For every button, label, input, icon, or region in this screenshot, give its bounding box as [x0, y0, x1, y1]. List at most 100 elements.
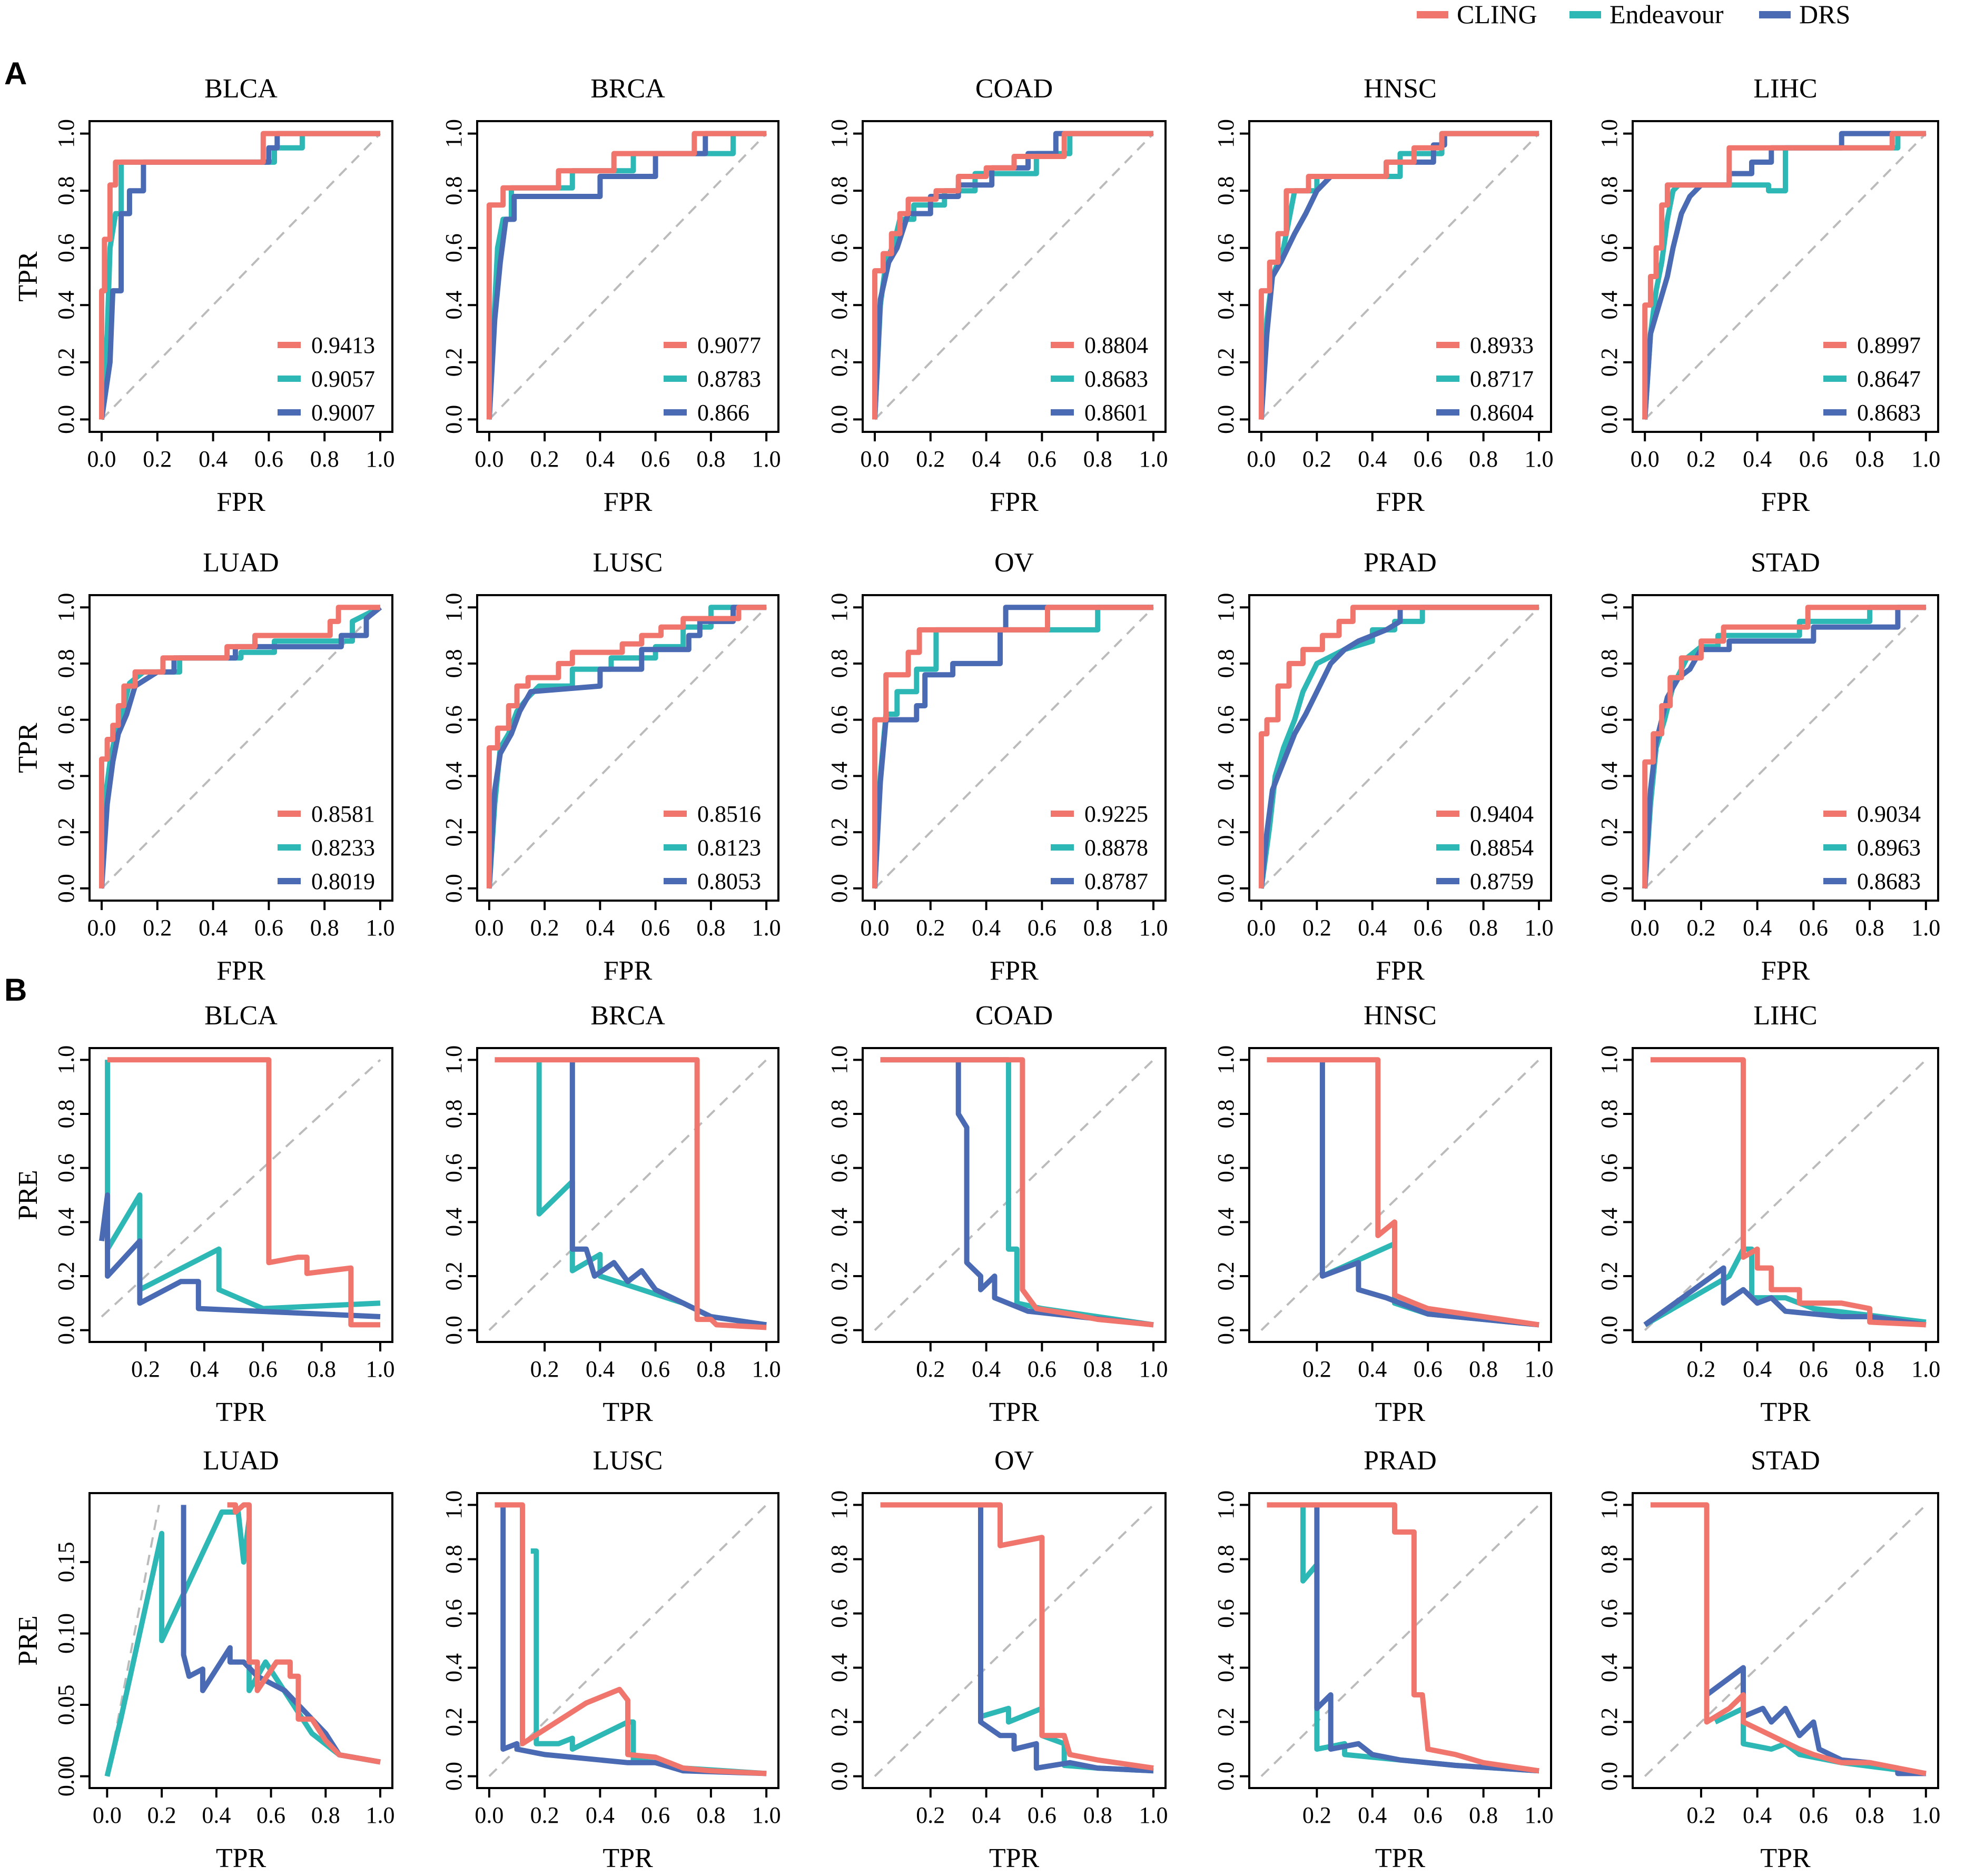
- chart-title: BRCA: [590, 74, 665, 104]
- y-tick-label: 0.2: [53, 348, 79, 377]
- series-line-cling: [495, 1502, 767, 1776]
- y-tick-label: 0.8: [441, 176, 467, 205]
- chart-title: COAD: [975, 74, 1053, 104]
- series-line-endeavour: [530, 1548, 767, 1776]
- x-tick-label: 0.2: [147, 1802, 176, 1828]
- chart-a-lihc: LIHC 0.0 0.2 0.4 0.6 0.8 1.0 FPR 0.0 0.2 0.4 0.6 0.8…: [1596, 74, 1940, 517]
- y-tick-label: 0.8: [1596, 649, 1622, 678]
- series-line-cling: [1650, 1502, 1927, 1776]
- chart-b-lihc: LIHC 0.2 0.4 0.6 0.8 1.0 TPR 0.0 0.2 0.4 0.6 0.8 1.0: [1596, 1001, 1940, 1427]
- y-tick-label: 0.0: [826, 1316, 852, 1345]
- y-tick-label: 1.0: [1596, 119, 1622, 148]
- x-tick-label: 0.4: [1743, 915, 1772, 941]
- x-tick-label: 0.2: [1686, 915, 1715, 941]
- x-tick-label: 1.0: [1911, 446, 1940, 472]
- x-tick-label: 0.6: [249, 1356, 278, 1382]
- x-tick-label: 0.4: [972, 446, 1001, 472]
- y-tick-label: 0.2: [53, 818, 79, 847]
- y-tick-label: 0.6: [826, 705, 852, 734]
- series-line-cling: [107, 1057, 380, 1328]
- series-line-drs: [978, 1505, 1154, 1774]
- chart-title: STAD: [1751, 1446, 1820, 1476]
- y-tick-label: 0.0: [441, 1316, 467, 1345]
- y-tick-label: 0.4: [1596, 762, 1622, 791]
- chart-a-lusc: LUSC 0.0 0.2 0.4 0.6 0.8 1.0 FPR 0.0 0.2 0.4 0.6 0.8…: [441, 548, 781, 986]
- x-tick-label: 0.6: [1799, 1356, 1828, 1382]
- diagonal-reference-line: [488, 606, 767, 890]
- x-tick-label: 0.2: [1302, 446, 1331, 472]
- y-tick-label: 0.2: [53, 1262, 79, 1291]
- chart-title: LUSC: [593, 1446, 663, 1476]
- y-tick-label: 0.8: [826, 649, 852, 678]
- plot-frame: [476, 1492, 779, 1789]
- chart-title: PRAD: [1364, 548, 1437, 578]
- diagonal-reference-line: [1260, 1059, 1540, 1331]
- y-tick-label: 0.2: [441, 818, 467, 847]
- x-axis-label: TPR: [989, 1843, 1040, 1873]
- x-tick-label: 0.8: [696, 1802, 725, 1828]
- chart-title: LUSC: [593, 548, 663, 578]
- series-line-cling: [1267, 1502, 1539, 1774]
- y-tick-label: 0.6: [1596, 1599, 1622, 1628]
- y-tick-label: 1.0: [1213, 1045, 1239, 1074]
- x-tick-label: 0.6: [256, 1802, 285, 1828]
- y-tick-label: 0.6: [53, 233, 79, 262]
- x-axis-label: FPR: [1761, 956, 1810, 986]
- y-tick-label: 1.0: [826, 119, 852, 148]
- chart-a-ov: OV 0.0 0.2 0.4 0.6 0.8 1.0 FPR 0.0 0.2 0.4 0.6 0.8 1.…: [826, 548, 1168, 986]
- x-tick-label: 1.0: [1139, 446, 1168, 472]
- x-tick-label: 0.0: [1247, 446, 1276, 472]
- series-line-endeavour: [486, 131, 767, 420]
- x-tick-label: 0.8: [1469, 446, 1498, 472]
- chart-b-lusc: LUSC 0.0 0.2 0.4 0.6 0.8 1.0 TPR 0.0 0.2 0.4 0.6 0.8…: [441, 1446, 781, 1873]
- y-tick-label: 0.4: [826, 1653, 852, 1682]
- y-tick-label: 0.4: [441, 1653, 467, 1682]
- series-line-drs: [99, 605, 382, 889]
- y-axis-label: PRE: [13, 1170, 43, 1220]
- y-tick-label: 0.8: [826, 1099, 852, 1128]
- chart-title: BLCA: [204, 1001, 278, 1031]
- plot-frame: [88, 1492, 393, 1789]
- x-tick-label: 0.0: [861, 915, 890, 941]
- y-tick-label: 0.2: [1213, 1707, 1239, 1736]
- chart-title: LIHC: [1753, 74, 1817, 104]
- y-tick-label: 0.8: [53, 1099, 79, 1128]
- y-tick-label: 1.0: [441, 1490, 467, 1519]
- x-tick-label: 1.0: [366, 1802, 395, 1828]
- auc-value-endeavour: 0.8123: [697, 835, 761, 861]
- x-axis-label: TPR: [216, 1843, 266, 1873]
- plot-frame: [1248, 1492, 1552, 1789]
- x-tick-label: 0.4: [1358, 1356, 1387, 1382]
- x-tick-label: 0.0: [1631, 915, 1660, 941]
- series-line-cling: [872, 605, 1153, 888]
- y-tick-label: 0.6: [826, 233, 852, 262]
- x-tick-label: 0.4: [1358, 915, 1387, 941]
- series-line-drs: [1643, 1265, 1927, 1328]
- y-tick-label: 0.4: [826, 291, 852, 320]
- x-tick-label: 0.2: [530, 915, 559, 941]
- plot-frame: [476, 594, 779, 902]
- y-tick-label: 0.4: [1596, 291, 1622, 320]
- y-tick-label: 0.6: [441, 1153, 467, 1182]
- diagonal-reference-line: [1260, 606, 1540, 890]
- y-tick-label: 0.6: [1596, 1153, 1622, 1182]
- y-tick-label: 0.8: [441, 649, 467, 678]
- y-tick-label: 0.0: [1596, 1316, 1622, 1345]
- x-tick-label: 0.4: [586, 446, 615, 472]
- x-tick-label: 0.4: [586, 915, 615, 941]
- y-tick-label: 0.0: [1596, 874, 1622, 903]
- y-tick-label: 0.6: [1596, 233, 1622, 262]
- diagonal-reference-line: [101, 133, 381, 420]
- x-tick-label: 0.8: [696, 446, 725, 472]
- series-line-drs: [486, 605, 767, 889]
- x-tick-label: 0.2: [1302, 1802, 1331, 1828]
- x-tick-label: 0.2: [131, 1356, 160, 1382]
- diagonal-reference-line: [1644, 606, 1927, 890]
- x-tick-label: 0.8: [307, 1356, 336, 1382]
- y-tick-label: 1.0: [1213, 593, 1239, 622]
- x-axis-label: TPR: [989, 1397, 1040, 1427]
- diagonal-reference-line: [874, 1059, 1154, 1331]
- y-tick-label: 0.4: [826, 762, 852, 791]
- x-tick-label: 0.8: [1855, 1356, 1884, 1382]
- plot-frame: [1248, 1047, 1552, 1343]
